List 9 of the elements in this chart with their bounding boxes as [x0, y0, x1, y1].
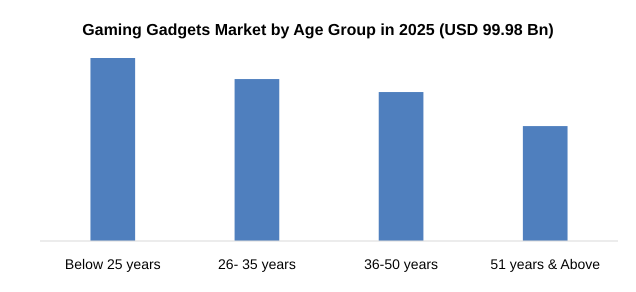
bar	[522, 126, 568, 241]
x-tick-label: 26- 35 years	[218, 256, 296, 272]
bar	[90, 58, 136, 241]
bar	[378, 92, 424, 241]
x-tick-label: Below 25 years	[64, 256, 161, 272]
chart-title: Gaming Gadgets Market by Age Group in 2025 (USD 99.98 Bn)	[82, 22, 554, 39]
bar	[234, 79, 280, 241]
x-tick-label: 51 years & Above	[490, 256, 600, 272]
x-tick-label: 36-50 years	[364, 256, 438, 272]
